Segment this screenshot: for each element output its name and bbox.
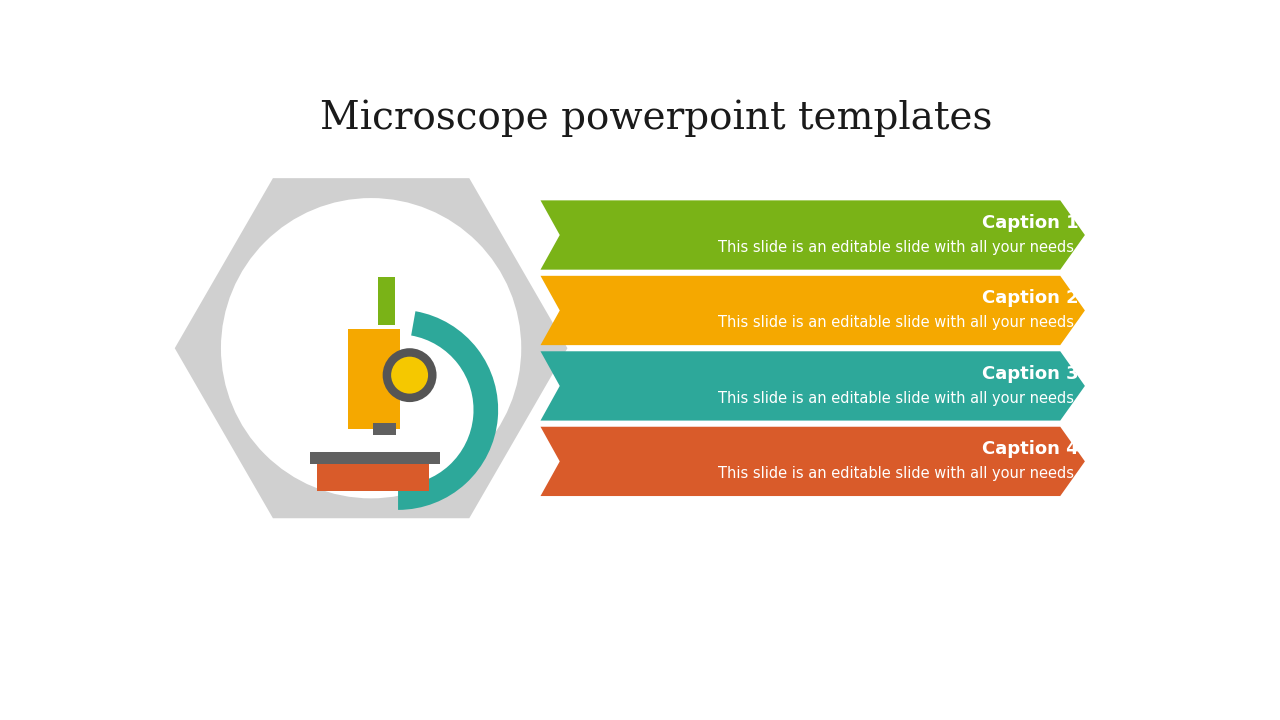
Bar <box>348 329 401 429</box>
Bar <box>372 423 396 435</box>
Bar <box>310 452 440 464</box>
Circle shape <box>392 356 428 394</box>
Polygon shape <box>540 427 1085 496</box>
Wedge shape <box>398 311 498 510</box>
Text: This slide is an editable slide with all your needs.: This slide is an editable slide with all… <box>718 315 1079 330</box>
Circle shape <box>221 198 521 498</box>
Text: Microscope powerpoint templates: Microscope powerpoint templates <box>320 100 992 138</box>
Text: This slide is an editable slide with all your needs.: This slide is an editable slide with all… <box>718 467 1079 481</box>
Polygon shape <box>540 351 1085 420</box>
Bar <box>317 462 429 490</box>
Text: This slide is an editable slide with all your needs.: This slide is an editable slide with all… <box>718 240 1079 255</box>
Bar <box>378 277 396 325</box>
Polygon shape <box>540 276 1085 345</box>
Circle shape <box>383 348 436 402</box>
Polygon shape <box>540 200 1085 270</box>
Text: This slide is an editable slide with all your needs.: This slide is an editable slide with all… <box>718 391 1079 406</box>
Text: Caption 3: Caption 3 <box>982 364 1079 382</box>
Text: Caption 4: Caption 4 <box>982 440 1079 458</box>
Text: Caption 1: Caption 1 <box>982 214 1079 232</box>
Text: Caption 2: Caption 2 <box>982 289 1079 307</box>
Polygon shape <box>175 178 567 518</box>
